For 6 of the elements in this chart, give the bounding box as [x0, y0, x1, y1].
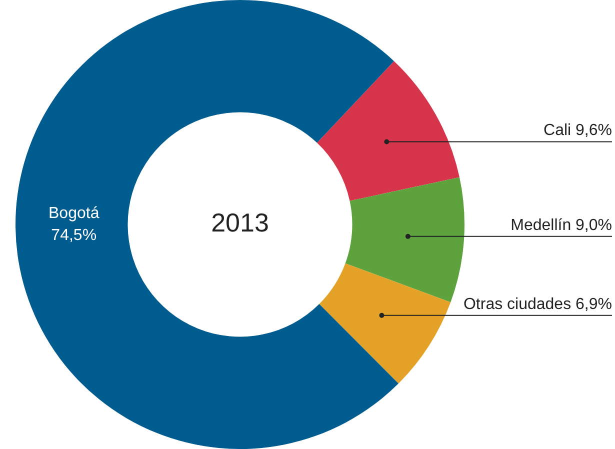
slice-label: Medellín 9,0% — [510, 216, 612, 234]
slice-label: Otras ciudades 6,9% — [463, 296, 612, 313]
data-label: 74,5% — [51, 226, 97, 244]
slice-label: Bogotá — [48, 204, 100, 222]
slice-label: Cali 9,6% — [544, 122, 612, 140]
text: 2013 — [211, 208, 269, 238]
